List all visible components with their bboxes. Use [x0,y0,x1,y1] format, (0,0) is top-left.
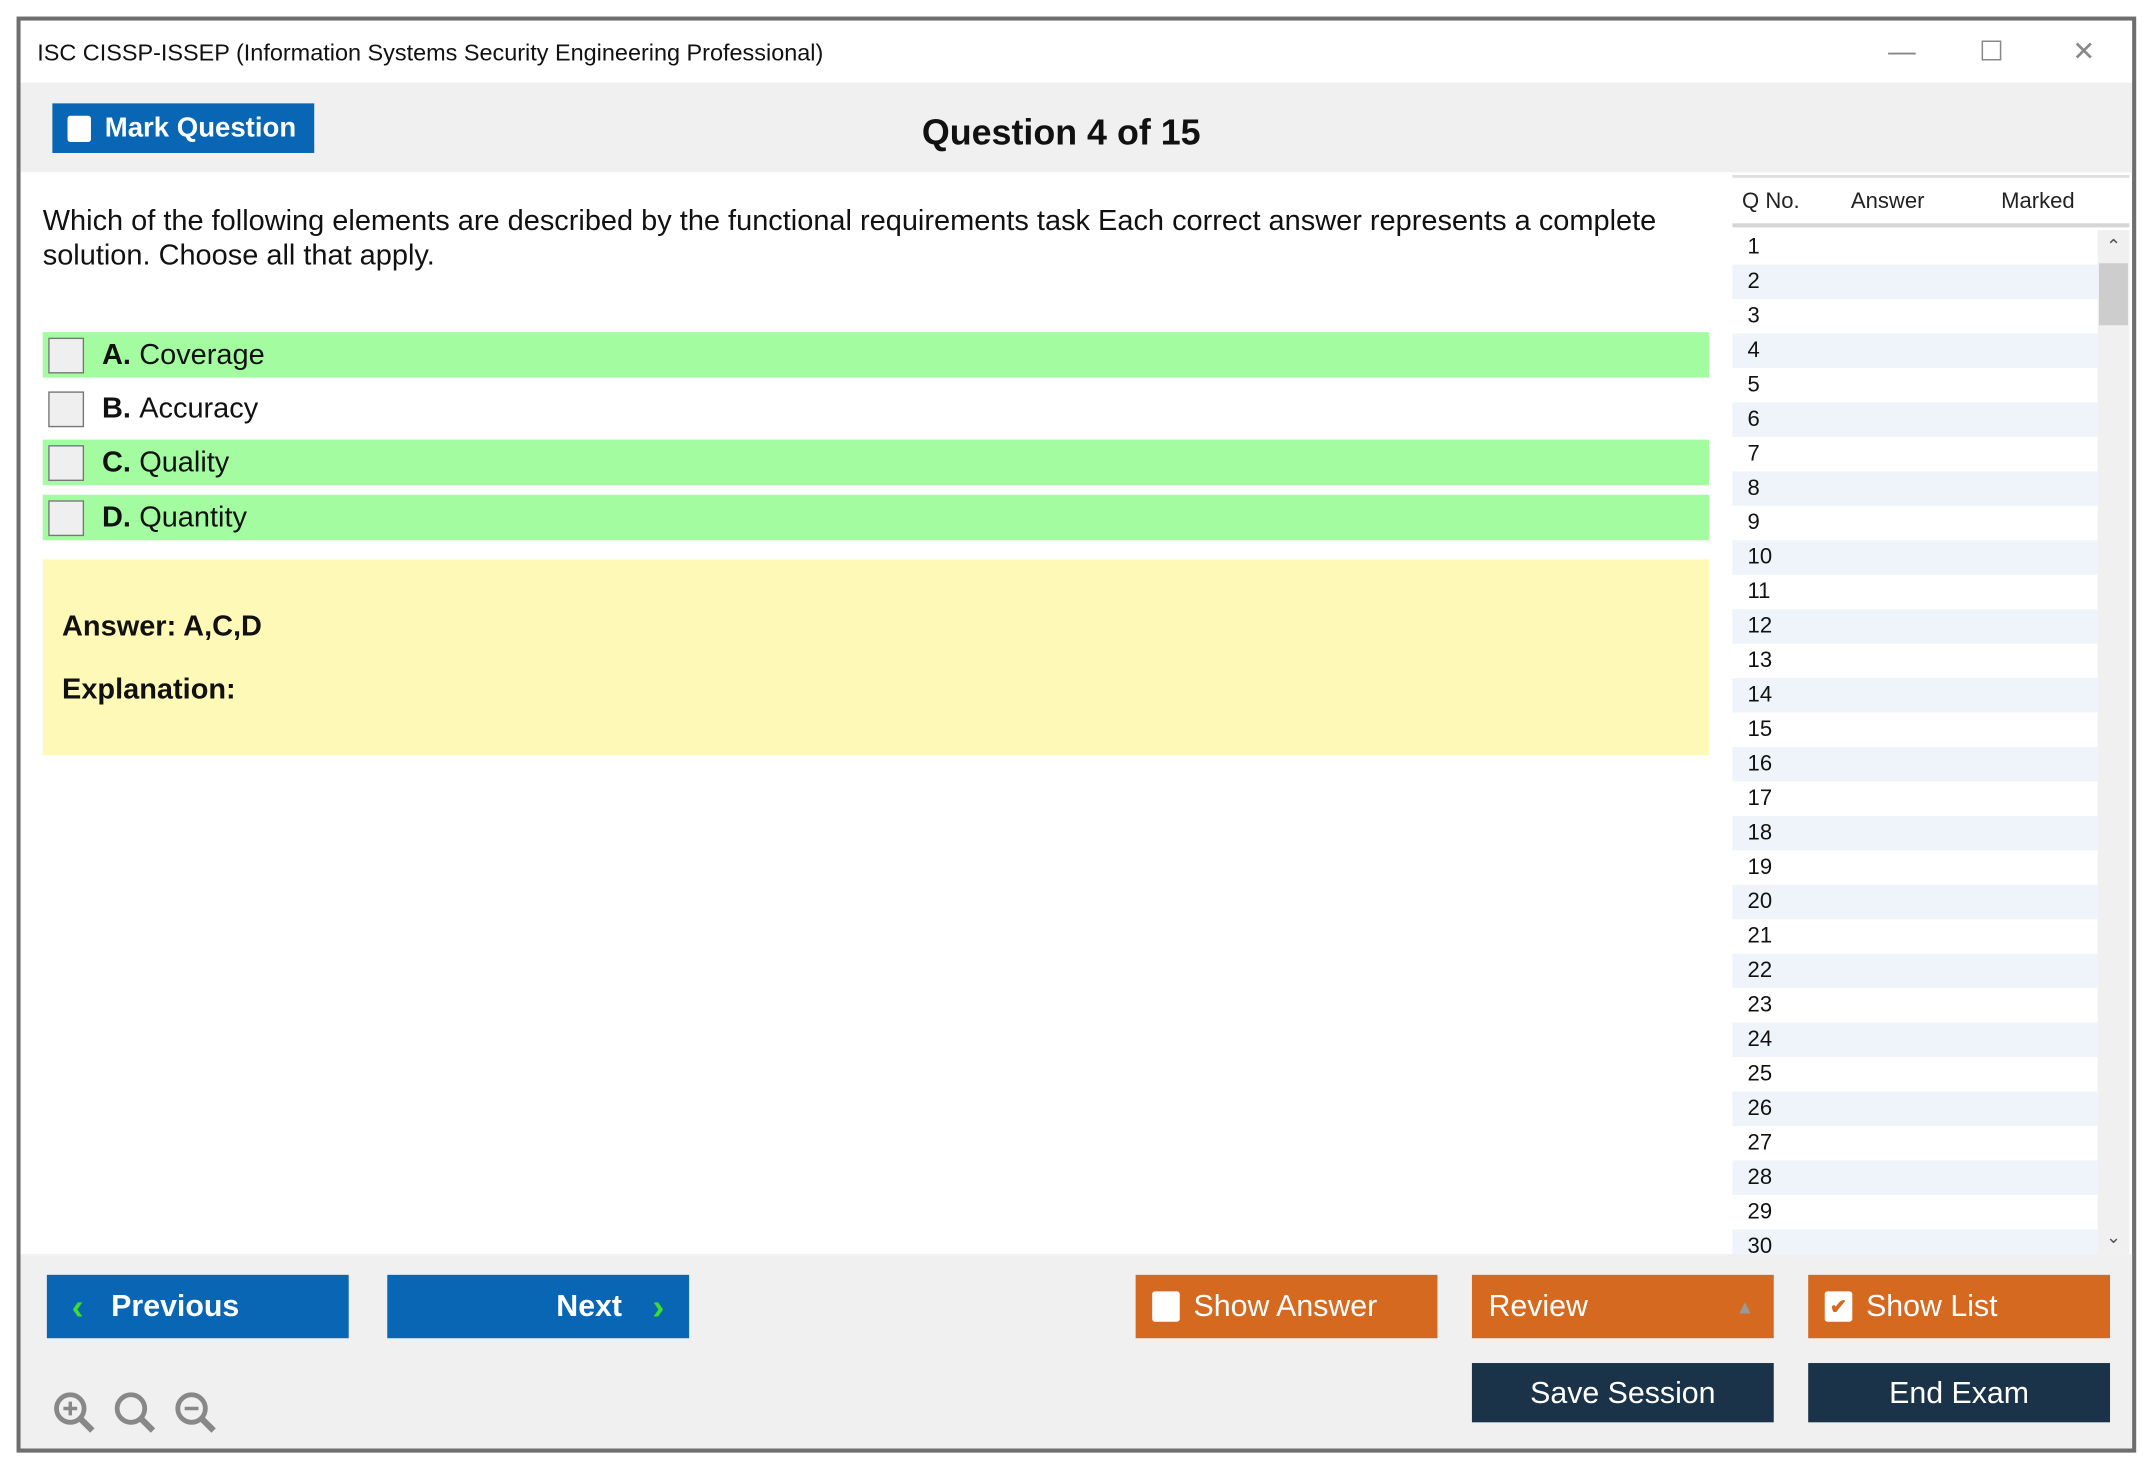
list-item[interactable]: 10 [1732,540,2098,575]
list-item[interactable]: 18 [1732,815,2098,851]
option-label: Quantity [139,500,247,533]
option-c[interactable]: C. Quality [42,439,1709,486]
list-rows: 1 2 3 4 5 6 7 8 9 10 11 12 13 14 15 16 17 18 19 20 21 22 23 24 2… [1732,230,2098,1264]
list-item[interactable]: 20 [1732,884,2098,920]
minimize-icon[interactable]: — [1888,37,1916,68]
scroll-down-icon[interactable]: ⌄ [2105,1226,2121,1248]
option-letter: D. [101,500,131,533]
mark-question-button[interactable]: Mark Question [52,103,315,153]
option-checkbox[interactable] [48,336,85,373]
show-answer-button[interactable]: Show Answer [1135,1274,1438,1339]
question-title: Question 4 of 15 [921,111,1201,153]
list-item[interactable]: 15 [1747,718,1773,742]
list-item[interactable]: 29 [1747,1200,1773,1224]
list-item[interactable]: 24 [1732,1022,2098,1058]
option-letter: B. [101,392,131,424]
review-dropdown[interactable]: Review ▲ [1471,1274,1774,1339]
scrollbar[interactable]: ⌃ ⌄ [2097,230,2130,1255]
option-b[interactable]: B. Accuracy [43,386,1709,431]
list-item[interactable]: 4 [1732,333,2098,368]
list-item[interactable]: 22 [1732,953,2098,989]
header-qno[interactable]: Q No. [1742,190,1800,214]
review-label: Review [1488,1288,1588,1324]
list-item[interactable]: 12 [1732,609,2098,644]
option-checkbox[interactable] [48,499,85,536]
footer-toolbar: ‹ Previous Next › Show Answer Review ▲ ✔… [20,1254,2133,1449]
scroll-thumb[interactable] [2098,263,2128,326]
scroll-up-icon[interactable]: ⌃ [2105,235,2121,257]
option-label: Quality [139,445,230,478]
close-icon[interactable]: ✕ [2072,37,2096,68]
previous-label: Previous [111,1288,240,1324]
save-session-button[interactable]: Save Session [1471,1363,1774,1423]
list-item[interactable]: 25 [1747,1062,1773,1087]
list-item[interactable]: 21 [1747,924,1773,949]
option-checkbox[interactable] [48,444,85,481]
question-list: Q No. Answer Marked 1 2 3 4 5 6 7 8 9 10 11 12 13 14 1… [1732,175,2130,1264]
list-item[interactable]: 19 [1747,855,1773,880]
mark-question-label: Mark Question [104,112,297,143]
option-letter: A. [101,338,131,371]
zoom-in-icon[interactable] [51,1389,98,1436]
option-checkbox[interactable] [48,390,85,427]
list-item[interactable]: 5 [1747,373,1760,397]
question-header: Mark Question Question 4 of 15 [20,82,2133,173]
maximize-icon[interactable]: ☐ [1979,37,2004,68]
show-list-label: Show List [1866,1288,1998,1324]
list-item[interactable]: 11 [1747,580,1771,604]
list-item[interactable]: 26 [1732,1091,2098,1126]
option-a[interactable]: A. Coverage [42,332,1709,378]
save-session-label: Save Session [1530,1374,1716,1410]
list-item[interactable]: 9 [1747,511,1760,535]
list-header: Q No. Answer Marked [1732,175,2130,228]
question-text: Which of the following elements are desc… [42,205,1657,272]
list-item[interactable]: 2 [1732,264,2098,300]
option-d[interactable]: D. Quantity [42,494,1709,541]
explanation-label: Explanation: [62,673,236,706]
list-item[interactable]: 16 [1732,746,2098,782]
previous-button[interactable]: ‹ Previous [46,1274,349,1339]
list-item[interactable]: 17 [1747,786,1773,811]
next-label: Next [556,1288,623,1324]
caret-up-icon: ▲ [1735,1295,1755,1318]
list-item[interactable]: 6 [1732,402,2098,437]
checkbox-checked-icon: ✔ [1824,1291,1853,1322]
exam-window: ISC CISSP-ISSEP (Information Systems Sec… [16,16,2137,1453]
list-item[interactable]: 23 [1747,993,1773,1018]
end-exam-label: End Exam [1889,1374,2030,1410]
list-item[interactable]: 8 [1732,471,2098,506]
header-marked[interactable]: Marked [2001,190,2075,214]
list-item[interactable]: 28 [1732,1160,2098,1195]
option-label: Accuracy [139,392,259,424]
option-letter: C. [101,445,131,478]
list-item[interactable]: 3 [1747,304,1760,329]
zoom-out-icon[interactable] [172,1389,219,1436]
title-bar: ISC CISSP-ISSEP (Information Systems Sec… [20,20,2133,83]
window-title: ISC CISSP-ISSEP (Information Systems Sec… [37,39,824,67]
show-answer-label: Show Answer [1193,1288,1378,1324]
next-button[interactable]: Next › [387,1274,690,1339]
end-exam-button[interactable]: End Exam [1808,1363,2111,1423]
show-list-button[interactable]: ✔ Show List [1808,1274,2111,1339]
question-area: Which of the following elements are desc… [20,172,1730,1255]
chevron-left-icon: ‹ [71,1285,84,1327]
zoom-reset-icon[interactable] [112,1389,159,1436]
chevron-right-icon: › [652,1285,665,1327]
list-item[interactable]: 1 [1747,235,1760,260]
answer-box: Answer: A,C,D Explanation: [42,559,1709,756]
checkbox-icon [67,115,91,142]
list-item[interactable]: 14 [1732,678,2098,713]
list-item[interactable]: 7 [1747,442,1760,466]
list-item[interactable]: 27 [1747,1131,1773,1155]
option-label: Coverage [139,338,265,371]
list-item[interactable]: 13 [1747,649,1773,673]
answer-text: Answer: A,C,D [62,610,262,643]
checkbox-icon [1152,1291,1180,1322]
header-answer[interactable]: Answer [1850,190,1925,214]
